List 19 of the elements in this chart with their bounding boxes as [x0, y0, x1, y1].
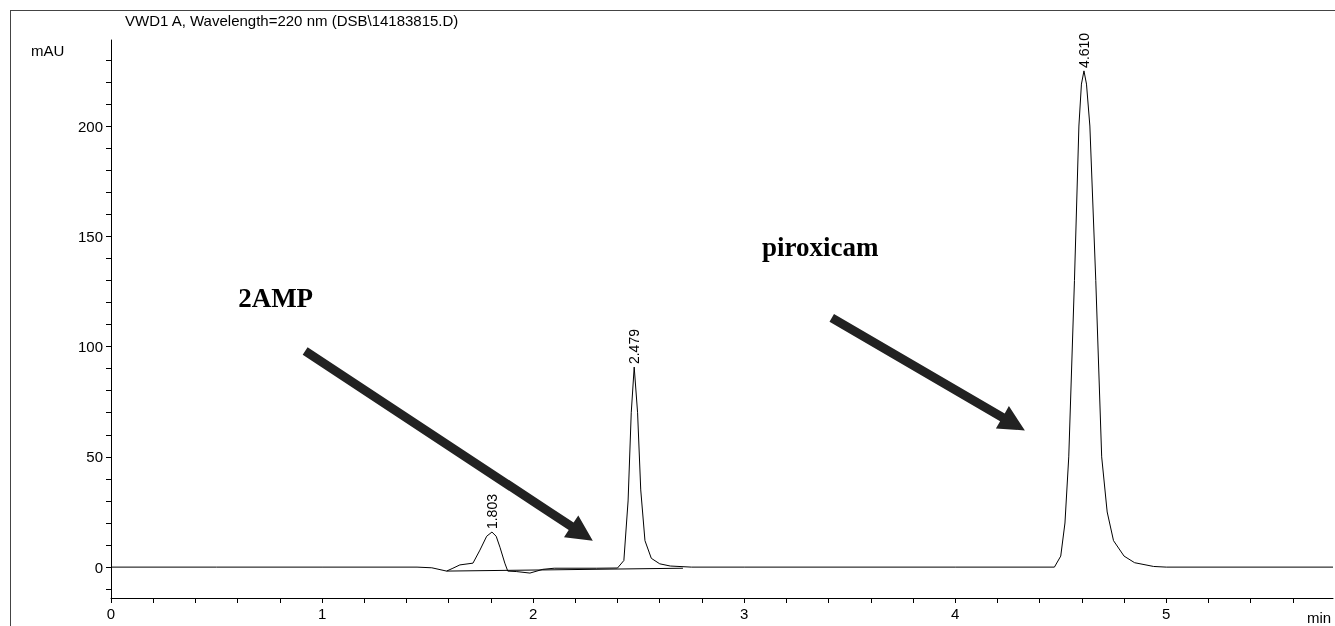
x-axis-title: min — [1307, 609, 1332, 626]
y-tick-label: 50 — [86, 448, 103, 466]
annotation: 2AMP — [238, 283, 314, 314]
y-axis-title: mAU — [31, 42, 65, 59]
y-tick-label: 100 — [77, 338, 103, 356]
y-tick-label: 150 — [77, 227, 103, 245]
annotation: 1.803 — [483, 493, 500, 530]
x-tick-label: 3 — [739, 605, 749, 622]
annotation: 2.479 — [626, 328, 643, 365]
x-tick-label: 2 — [528, 605, 538, 622]
annotation: 4.610 — [1075, 32, 1092, 68]
x-tick-label: 1 — [317, 605, 327, 622]
x-tick-label: 4 — [951, 605, 960, 622]
chart-title: VWD1 A, Wavelength=220 nm (DSB\14183815.D) — [125, 12, 459, 29]
y-tick-label: 200 — [77, 117, 103, 135]
x-tick-label: 5 — [1162, 605, 1171, 622]
y-tick-label: 0 — [94, 558, 103, 576]
x-tick-label: 0 — [106, 605, 116, 622]
annotation: piroxicam — [761, 232, 879, 263]
